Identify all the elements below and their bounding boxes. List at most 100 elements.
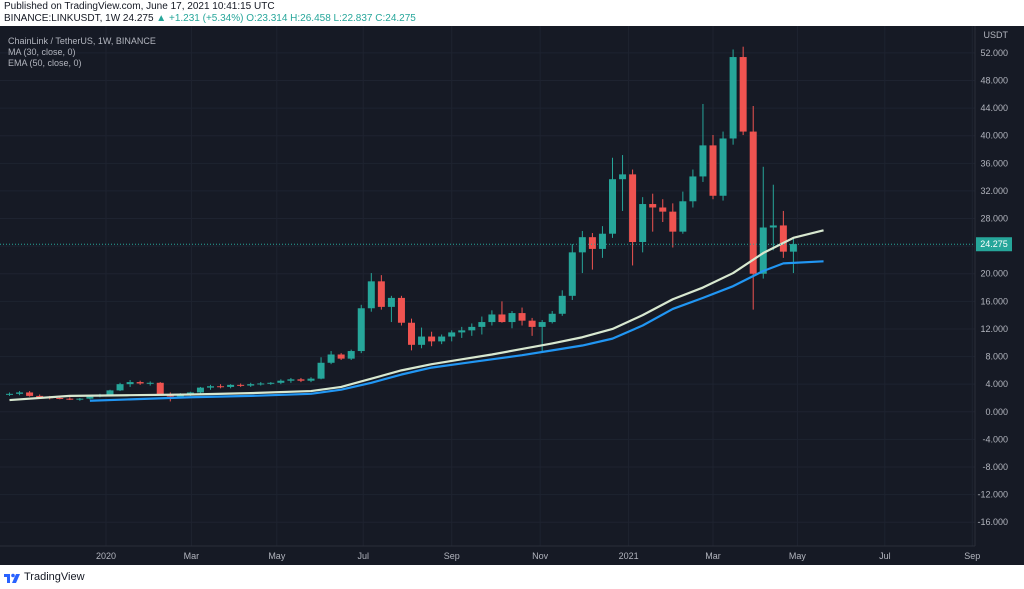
y-tick-label: 12.000	[980, 324, 1008, 334]
x-tick-label: 2020	[96, 551, 116, 561]
candle	[196, 386, 204, 394]
candle	[448, 330, 456, 342]
candle	[498, 301, 506, 323]
y-tick-label: 52.000	[980, 48, 1008, 58]
candle-body	[377, 281, 385, 307]
candle-body	[418, 336, 426, 345]
candle-body	[629, 174, 637, 242]
candle	[518, 307, 526, 326]
candle	[578, 230, 586, 274]
y-tick-label: 36.000	[980, 158, 1008, 168]
candle-body	[16, 392, 24, 394]
candle	[367, 273, 375, 312]
y-tick-label: -8.000	[982, 462, 1008, 472]
candle-body	[498, 314, 506, 323]
candle	[458, 326, 466, 338]
published-text: Published on TradingView.com, June 17, 2…	[4, 1, 275, 12]
chart-area[interactable]: -16.000 -12.000 -8.000 -4.000 0.000 4.000 8.00…	[0, 26, 1024, 565]
candle	[418, 327, 426, 349]
candle	[16, 391, 24, 396]
candle-body	[267, 382, 275, 384]
candle	[126, 380, 134, 387]
candle	[247, 382, 255, 387]
candle-body	[548, 313, 556, 323]
candle-body	[408, 322, 415, 345]
candle-body	[639, 204, 647, 242]
ma-30-line	[9, 229, 824, 402]
candle	[719, 131, 727, 201]
candle-body	[438, 336, 446, 342]
candle-body	[679, 201, 687, 232]
y-tick-label: -16.000	[977, 517, 1008, 527]
x-tick-label: Nov	[532, 551, 549, 561]
candle	[699, 103, 707, 182]
candle	[649, 193, 657, 232]
currency-label: USDT	[984, 30, 1009, 40]
candle-body	[739, 57, 747, 132]
candle-body	[769, 225, 777, 228]
candle	[629, 169, 637, 266]
candle	[136, 380, 144, 385]
candle-body	[36, 395, 44, 398]
candle	[317, 357, 325, 380]
candle-body	[538, 322, 546, 327]
candle-body	[528, 320, 536, 327]
candle-body	[448, 332, 456, 337]
candle-body	[568, 252, 576, 296]
candle	[779, 210, 787, 258]
candle	[508, 311, 516, 329]
brand-name[interactable]: TradingView	[24, 571, 85, 583]
candle	[377, 275, 385, 310]
candle-body	[247, 384, 255, 386]
candle-body	[106, 390, 114, 395]
x-tick-label: Sep	[964, 551, 980, 561]
candle-body	[26, 392, 34, 396]
candle	[307, 377, 315, 383]
x-tick-label: Mar	[184, 551, 200, 561]
y-tick-label: 20.000	[980, 269, 1008, 279]
candle	[66, 397, 74, 401]
candle	[689, 169, 697, 208]
candle-body	[337, 354, 345, 359]
candle	[598, 226, 606, 258]
tradingview-logo-icon[interactable]	[4, 570, 20, 584]
candle-body	[116, 384, 124, 391]
price-chart[interactable]: -16.000 -12.000 -8.000 -4.000 0.000 4.000 8.00…	[0, 26, 1024, 565]
candle-body	[578, 237, 586, 253]
candle-body	[759, 227, 767, 274]
candle-body	[729, 57, 737, 139]
y-tick-label: 4.000	[985, 379, 1008, 389]
x-tick-label: Jul	[879, 551, 891, 561]
legend-ema[interactable]: EMA (50, close, 0)	[8, 58, 82, 68]
last-price-label: 24.275	[980, 239, 1008, 249]
candle-body	[76, 398, 84, 400]
candle	[749, 106, 757, 310]
candle	[237, 383, 245, 387]
candle-body	[619, 174, 627, 180]
x-tick-label: Sep	[444, 551, 460, 561]
candle-body	[669, 211, 677, 232]
y-tick-label: 28.000	[980, 214, 1008, 224]
candle	[659, 199, 667, 222]
candle-body	[789, 244, 797, 252]
candle-body	[609, 179, 616, 234]
candle	[769, 184, 777, 251]
candle-body	[227, 384, 235, 387]
candle-body	[588, 237, 596, 249]
symbol-info: BINANCE:LINKUSDT, 1W 24.275 ▲ +1.231 (+5…	[4, 13, 416, 25]
candle	[257, 382, 265, 386]
candle	[297, 377, 305, 383]
legend-ma[interactable]: MA (30, close, 0)	[8, 47, 76, 57]
candle	[588, 233, 596, 270]
candle-body	[156, 382, 164, 395]
last-price: 24.275	[122, 13, 154, 24]
candle	[337, 353, 345, 361]
candle	[478, 316, 486, 335]
candle-body	[237, 384, 245, 386]
candle	[387, 295, 395, 323]
candle-body	[297, 379, 305, 381]
candle	[116, 382, 124, 392]
candle-body	[518, 313, 526, 321]
candle	[548, 311, 556, 324]
candle	[227, 384, 235, 389]
